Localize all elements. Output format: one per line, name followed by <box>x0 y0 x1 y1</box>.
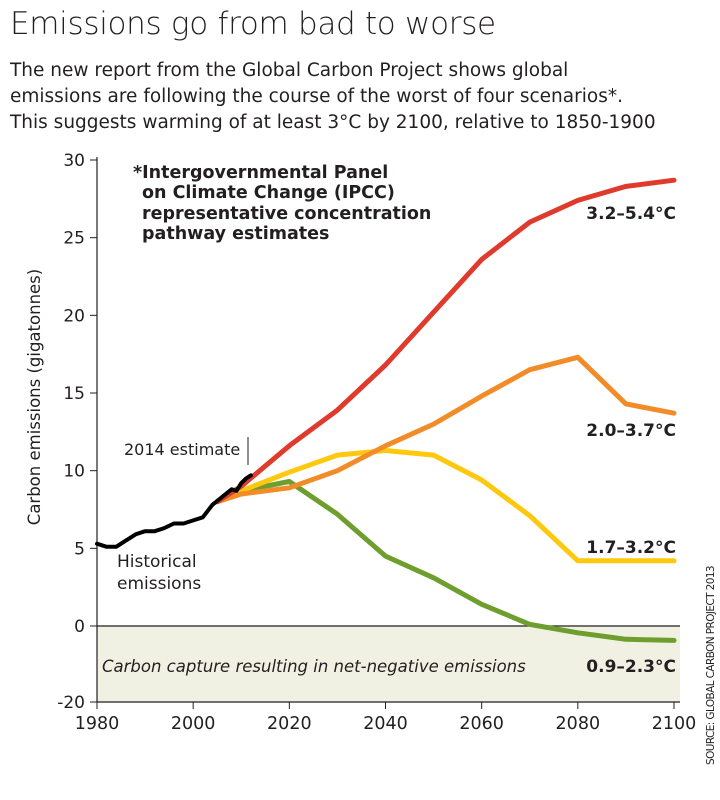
y-axis-label: Carbon emissions (gigatonnes) <box>25 269 44 525</box>
y-tick-label: 25 <box>63 229 85 249</box>
series-line-red <box>214 177 677 505</box>
footnote-line: representative concentration <box>142 204 431 224</box>
negative-emissions-region <box>97 626 680 702</box>
x-tick-label: 2060 <box>459 714 504 734</box>
x-tick-label: 2020 <box>267 714 312 734</box>
x-tick-label: 2000 <box>171 714 216 734</box>
series-lines <box>95 177 677 643</box>
historical-label: Historical <box>117 552 197 572</box>
negative-region-label: Carbon capture resulting in net-negative… <box>102 657 526 676</box>
footnote-line: pathway estimates <box>142 224 329 244</box>
x-tick-label: 2040 <box>363 714 408 734</box>
series-line-orange <box>214 354 677 505</box>
x-tick-label: 2100 <box>652 714 697 734</box>
series-label-yellow: 1.7–3.2°C <box>586 538 676 558</box>
subtitle-line: emissions are following the course of th… <box>10 86 623 107</box>
subtitle-line: The new report from the Global Carbon Pr… <box>10 60 569 81</box>
footnote-line: *Intergovernmental Panel <box>133 163 388 183</box>
series-label-red: 3.2–5.4°C <box>586 204 676 224</box>
footnote: *Intergovernmental Panel on Climate Chan… <box>133 163 431 244</box>
x-tick-label: 2080 <box>556 714 601 734</box>
y-tick-label: 10 <box>63 462 85 482</box>
y-tick-label: 0 <box>74 617 85 637</box>
historical-label: emissions <box>117 574 201 594</box>
estimate-annotation: 2014 estimate <box>124 440 240 459</box>
series-line-green <box>214 479 677 643</box>
subtitle-line: This suggests warming of at least 3°C by… <box>10 112 656 133</box>
y-tick-label: -20 <box>57 693 85 713</box>
chart-subtitle: The new report from the Global Carbon Pr… <box>10 58 715 136</box>
series-line-historical <box>95 473 253 549</box>
y-tick-label: 15 <box>63 384 85 404</box>
y-tick-label: 20 <box>63 306 85 326</box>
footnote-line: on Climate Change (IPCC) <box>142 183 395 203</box>
y-tick-label: 30 <box>63 151 85 171</box>
series-labels: 3.2–5.4°C 2.0–3.7°C 1.7–3.2°C 0.9–2.3°C <box>586 204 676 677</box>
chart-title: Emissions go from bad to worse <box>10 6 496 42</box>
series-label-orange: 2.0–3.7°C <box>586 421 676 441</box>
series-line-yellow <box>214 448 677 564</box>
series-label-green: 0.9–2.3°C <box>586 657 676 677</box>
x-tick-label: 1980 <box>75 714 120 734</box>
source-credit: SOURCE: GLOBAL CARBON PROJECT 2013 <box>705 566 717 765</box>
y-tick-label: 5 <box>74 539 85 559</box>
